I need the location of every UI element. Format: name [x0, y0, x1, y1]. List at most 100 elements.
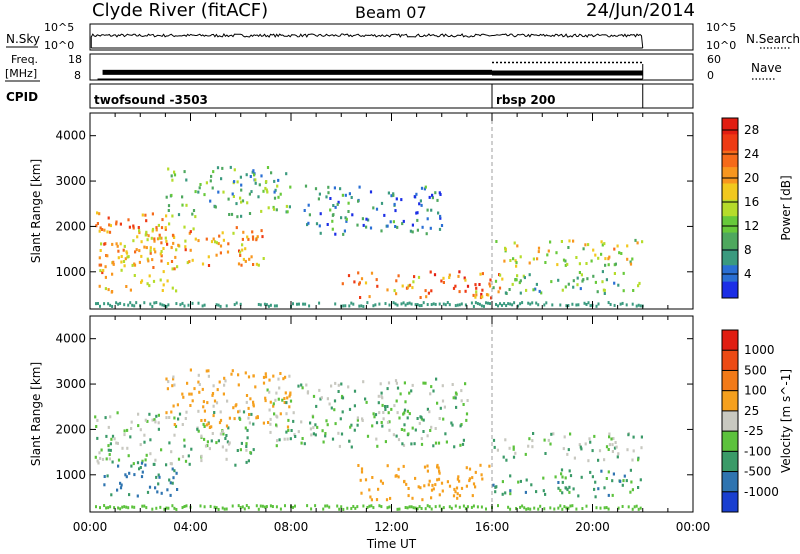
ground-scatter-cell [163, 304, 166, 308]
echo-cell [177, 457, 181, 461]
echo-cell [403, 411, 406, 415]
ground-scatter-cell [336, 504, 339, 508]
echo-cell [158, 475, 161, 479]
colorbar-tick-label: 12 [744, 219, 759, 233]
echo-cell [300, 441, 303, 445]
echo-cell [288, 394, 291, 398]
ground-scatter-cell [631, 507, 634, 511]
echo-cell [241, 237, 244, 241]
ground-scatter-cell [117, 506, 120, 510]
echo-cell [375, 207, 379, 211]
ground-scatter-cell [284, 504, 286, 508]
ground-scatter-cell [125, 505, 128, 509]
echo-cell [637, 458, 640, 462]
echo-cell [107, 425, 110, 429]
ground-scatter-cell [519, 505, 522, 509]
ground-scatter-cell [113, 506, 116, 510]
echo-cell [434, 427, 437, 430]
ground-scatter-cell [261, 504, 264, 508]
echo-cell [466, 284, 470, 288]
echo-cell [176, 488, 179, 491]
ground-scatter-cell [627, 505, 630, 509]
echo-cell [200, 454, 203, 458]
echo-cell [436, 198, 439, 202]
echo-cell [215, 401, 219, 405]
echo-cell [184, 245, 187, 249]
echo-cell [542, 489, 545, 493]
echo-cell [125, 285, 128, 288]
echo-cell [132, 462, 135, 466]
colorbar-swatch [722, 183, 738, 201]
echo-cell [607, 493, 610, 497]
echo-cell [418, 421, 421, 425]
echo-cell [183, 225, 186, 229]
echo-cell [304, 184, 308, 188]
ground-scatter-cell [245, 504, 248, 508]
echo-cell [214, 240, 217, 244]
echo-cell [266, 388, 269, 392]
x-tick-label: 12:00 [374, 520, 409, 534]
ground-scatter-cell [183, 304, 186, 308]
echo-cell [419, 486, 422, 490]
echo-cell [557, 486, 560, 490]
ground-scatter-cell [151, 507, 154, 511]
echo-cell [276, 184, 279, 188]
echo-cell [240, 214, 243, 218]
echo-cell [556, 263, 559, 267]
echo-cell [429, 226, 432, 230]
echo-cell [376, 444, 379, 448]
ground-scatter-cell [424, 507, 427, 511]
echo-cell [448, 484, 452, 488]
echo-cell [426, 434, 429, 438]
echo-cell [168, 222, 171, 226]
echo-cell [452, 494, 456, 498]
echo-cell [201, 387, 204, 391]
echo-cell [104, 265, 107, 269]
echo-cell [138, 231, 141, 235]
echo-cell [289, 399, 293, 403]
noise-tick-right-top: 10^5 [706, 21, 736, 34]
ground-scatter-cell [360, 304, 363, 308]
echo-cell [153, 247, 156, 251]
ground-scatter-cell [607, 301, 610, 305]
echo-cell [629, 490, 632, 494]
echo-cell [132, 239, 135, 243]
echo-cell [459, 424, 462, 428]
echo-cell [275, 208, 278, 212]
echo-cell [403, 408, 407, 412]
echo-cell [128, 225, 131, 229]
echo-cell [588, 437, 591, 441]
echo-cell [392, 193, 395, 197]
echo-cell [505, 458, 508, 462]
echo-cell [320, 396, 323, 400]
echo-cell [557, 481, 560, 484]
echo-cell [395, 381, 398, 385]
colorbar-swatch [722, 330, 738, 351]
echo-cell [567, 282, 570, 286]
echo-cell [309, 421, 312, 425]
echo-cell [184, 248, 187, 252]
echo-cell [204, 444, 208, 448]
ground-scatter-cell [99, 304, 101, 308]
echo-cell [226, 399, 229, 403]
echo-cell [408, 412, 411, 416]
echo-cell [281, 398, 284, 402]
ground-scatter-cell [617, 506, 620, 510]
echo-cell [324, 432, 327, 435]
ground-scatter-cell [603, 506, 606, 510]
echo-cell [576, 276, 579, 280]
ground-scatter-cell [294, 504, 296, 508]
echo-cell [371, 476, 374, 479]
ground-scatter-cell [215, 506, 218, 510]
echo-cell [265, 188, 268, 192]
echo-cell [209, 199, 212, 203]
ground-scatter-cell [95, 505, 97, 509]
echo-cell [284, 375, 287, 379]
echo-cell [468, 477, 471, 481]
echo-cell [638, 281, 641, 285]
echo-cell [237, 383, 240, 387]
ground-scatter-cell [531, 301, 534, 305]
echo-cell [262, 375, 266, 379]
echo-cell [250, 255, 253, 259]
echo-cell [108, 230, 112, 234]
